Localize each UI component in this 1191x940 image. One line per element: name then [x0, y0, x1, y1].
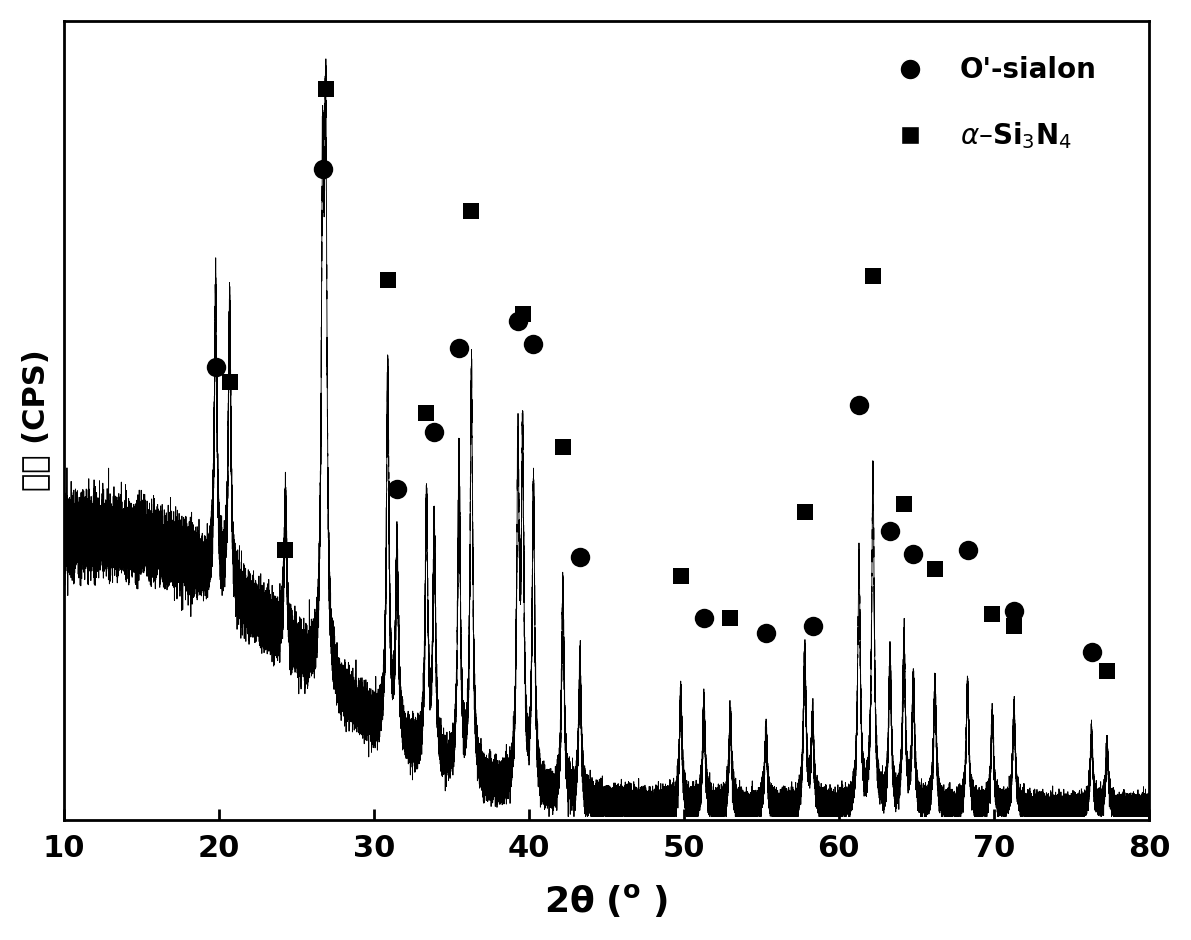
X-axis label: $\mathbf{2\theta\ (^o\ )}$: $\mathbf{2\theta\ (^o\ )}$ — [544, 882, 668, 919]
Y-axis label: 強度 (CPS): 強度 (CPS) — [20, 350, 50, 492]
Legend: O'-sialon, $\alpha$–Si$_3$N$_4$: O'-sialon, $\alpha$–Si$_3$N$_4$ — [871, 45, 1108, 163]
